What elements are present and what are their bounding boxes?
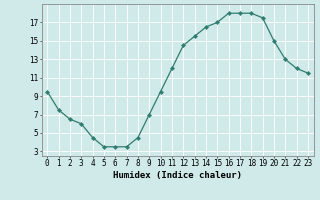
X-axis label: Humidex (Indice chaleur): Humidex (Indice chaleur) <box>113 171 242 180</box>
